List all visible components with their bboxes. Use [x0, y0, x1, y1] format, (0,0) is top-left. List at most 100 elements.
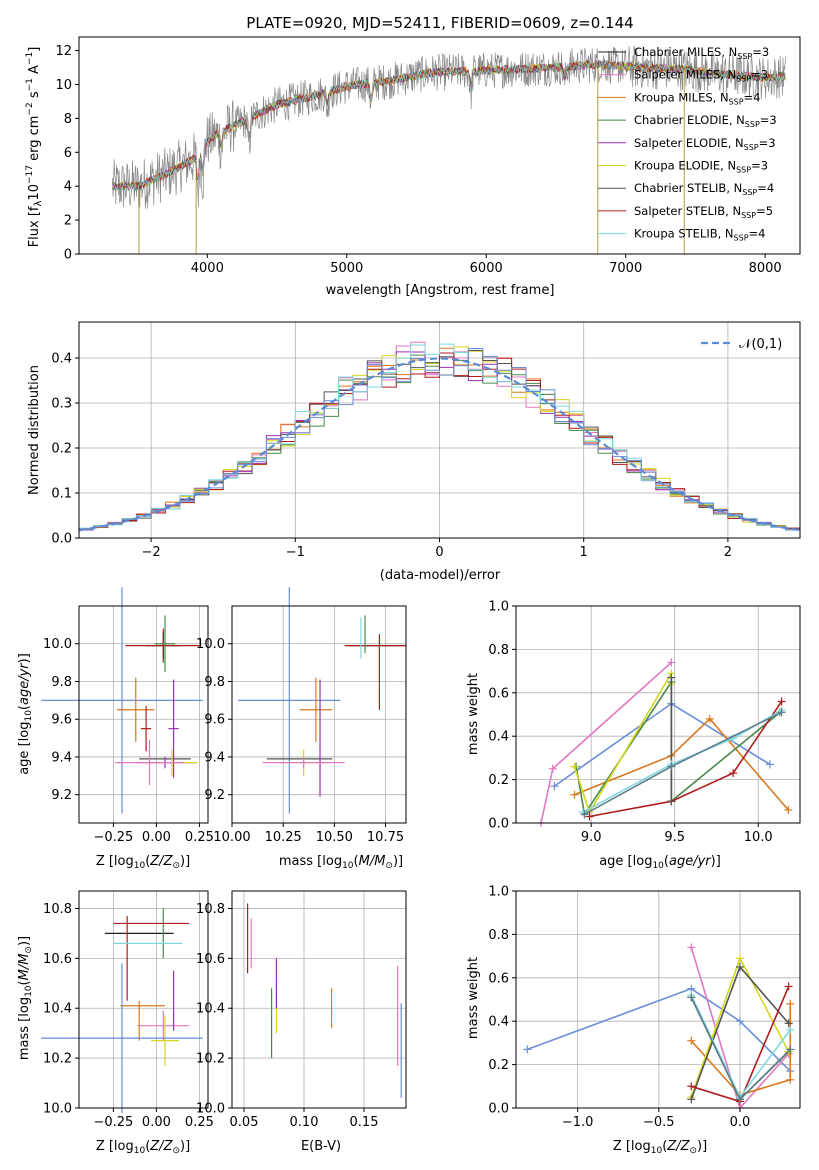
age-weight-y-label: mass weight	[466, 673, 481, 755]
errorbar-point	[115, 739, 184, 786]
grid-lines	[232, 891, 406, 1109]
x-tick-label: 4000	[191, 261, 224, 276]
y-tick-label: 9.6	[51, 713, 72, 728]
weight-series-line	[584, 711, 782, 816]
spectrum-data-line	[112, 45, 787, 209]
z-age-panel: −0.25 0.00 0.25 9.2 9.4 9.6 9.8 10.0 Z [log10(Z…	[17, 587, 214, 871]
legend-label: Kroupa ELODIE, NSSP=3	[634, 159, 768, 175]
legend-label: Chabrier ELODIE, NSSP=3	[634, 113, 777, 129]
plot-area	[41, 908, 203, 1113]
weight-marker	[786, 1075, 795, 1084]
weight-marker	[585, 812, 594, 821]
axes-frame: 4000 5000 6000 7000 8000 0 2 4 6 8 10 12	[55, 36, 801, 276]
mass-age-panel: 10.00 10.25 10.50 10.75 9.2 9.4 9.6 9.8 10.0 mas…	[196, 587, 407, 871]
weight-marker	[667, 658, 676, 667]
y-tick-label: 0.4	[488, 1015, 509, 1030]
weight-marker	[735, 954, 744, 963]
y-tick-label: 0.3	[51, 397, 72, 412]
z-weight-panel: −1.0 −0.5 0.0 0.0 0.2 0.4 0.6 0.8 1.0 Z [log10(Z…	[466, 885, 801, 1156]
y-tick-label: 0.2	[488, 773, 509, 788]
x-tick-label: 10.50	[316, 830, 353, 845]
x-tick-label: 2	[724, 545, 732, 560]
y-tick-label: 10.6	[43, 952, 72, 967]
weight-marker	[784, 805, 793, 814]
axes-box	[231, 605, 407, 824]
legend-label: Kroupa STELIB, NSSP=4	[634, 227, 765, 243]
legend-label: Salpeter STELIB, NSSP=5	[634, 204, 773, 220]
errorbar-point	[238, 587, 341, 814]
spectrum-panel: PLATE=0920, MJD=52411, FIBERID=0609, z=0…	[25, 14, 801, 298]
weight-marker	[570, 762, 579, 771]
z-age-x-label: Z [log10(Z/Z⊙)]	[96, 854, 190, 871]
y-tick-label: 0.1	[51, 487, 72, 502]
legend-label: Chabrier STELIB, NSSP=4	[634, 181, 774, 197]
x-tick-label: 0.05	[230, 1115, 259, 1130]
errorbar-point	[41, 963, 203, 1113]
y-tick-label: 9.8	[51, 675, 72, 690]
x-tick-label: 0	[435, 545, 443, 560]
y-tick-label: 10.0	[196, 1102, 225, 1117]
weight-marker	[687, 1082, 696, 1091]
spectrum-legend: Chabrier MILES, NSSP=3 Salpeter MILES, NS…	[598, 45, 777, 243]
errorbar-point	[151, 1015, 179, 1066]
errorbar-point	[154, 615, 176, 673]
x-tick-label: −1.0	[562, 1115, 594, 1130]
x-tick-label: 0.00	[142, 830, 171, 845]
residual-legend: 𝒩(0,1)	[701, 337, 782, 352]
spectrum-model-line	[112, 59, 786, 191]
weight-marker	[786, 999, 795, 1008]
weight-marker	[735, 1017, 744, 1026]
z-mass-panel: −0.25 0.00 0.25 10.0 10.2 10.4 10.6 10.8 Z [log…	[17, 890, 214, 1156]
x-tick-label: 0.25	[185, 1115, 214, 1130]
y-tick-label: 9.8	[204, 675, 225, 690]
axes-frame: 0.05 0.10 0.15 10.0 10.2 10.4 10.6 10.8	[196, 890, 407, 1130]
x-tick-label: −0.25	[93, 1115, 133, 1130]
weight-marker	[786, 1045, 795, 1054]
legend-label: Salpeter MILES, NSSP=3	[634, 68, 768, 84]
grid-lines	[79, 891, 208, 1109]
errorbar-point	[137, 1010, 190, 1041]
legend-label: 𝒩(0,1)	[739, 337, 782, 352]
y-tick-label: 10.6	[196, 952, 225, 967]
y-tick-label: 0.0	[488, 817, 509, 832]
axes-frame: 9.0 9.5 10.0 0.0 0.2 0.4 0.6 0.8 1.0	[488, 600, 801, 845]
y-tick-label: 0	[64, 248, 72, 263]
y-tick-label: 0.4	[488, 730, 509, 745]
weight-marker	[687, 1095, 696, 1104]
plot-area	[41, 587, 203, 814]
x-tick-label: 10.00	[213, 830, 250, 845]
weight-marker	[580, 810, 589, 819]
x-tick-label: 7000	[609, 261, 642, 276]
x-tick-label: −1	[286, 545, 305, 560]
z-age-y-label: age [log10(age/yr)]	[17, 653, 34, 775]
y-tick-label: 1.0	[488, 885, 509, 900]
x-tick-label: −2	[142, 545, 161, 560]
spectrum-model-line	[112, 60, 786, 191]
y-tick-label: 10	[55, 78, 72, 93]
grid-lines	[79, 606, 208, 823]
weight-marker	[550, 782, 559, 791]
weight-marker	[705, 714, 714, 723]
weight-marker	[570, 790, 579, 799]
legend-label: Kroupa MILES, NSSP=4	[634, 90, 760, 106]
y-tick-label: 4	[64, 180, 72, 195]
z-weight-y-label: mass weight	[466, 957, 481, 1039]
plot-area	[537, 658, 793, 827]
errorbar-point	[41, 587, 203, 814]
x-tick-label: 8000	[749, 261, 782, 276]
x-tick-label: 9.0	[581, 830, 602, 845]
errorbar-point	[168, 679, 179, 778]
y-tick-label: 0.2	[488, 1058, 509, 1073]
errorbar-point	[125, 628, 202, 663]
y-tick-label: 6	[64, 146, 72, 161]
weight-marker	[523, 1045, 532, 1054]
grid-lines	[516, 890, 800, 1109]
grid-lines	[516, 605, 800, 824]
weight-marker	[687, 1036, 696, 1045]
plot-area	[238, 587, 406, 814]
y-tick-label: 12	[55, 44, 72, 59]
y-tick-label: 10.0	[196, 637, 225, 652]
weight-marker	[735, 962, 744, 971]
legend-label: Salpeter ELODIE, NSSP=3	[634, 136, 776, 152]
